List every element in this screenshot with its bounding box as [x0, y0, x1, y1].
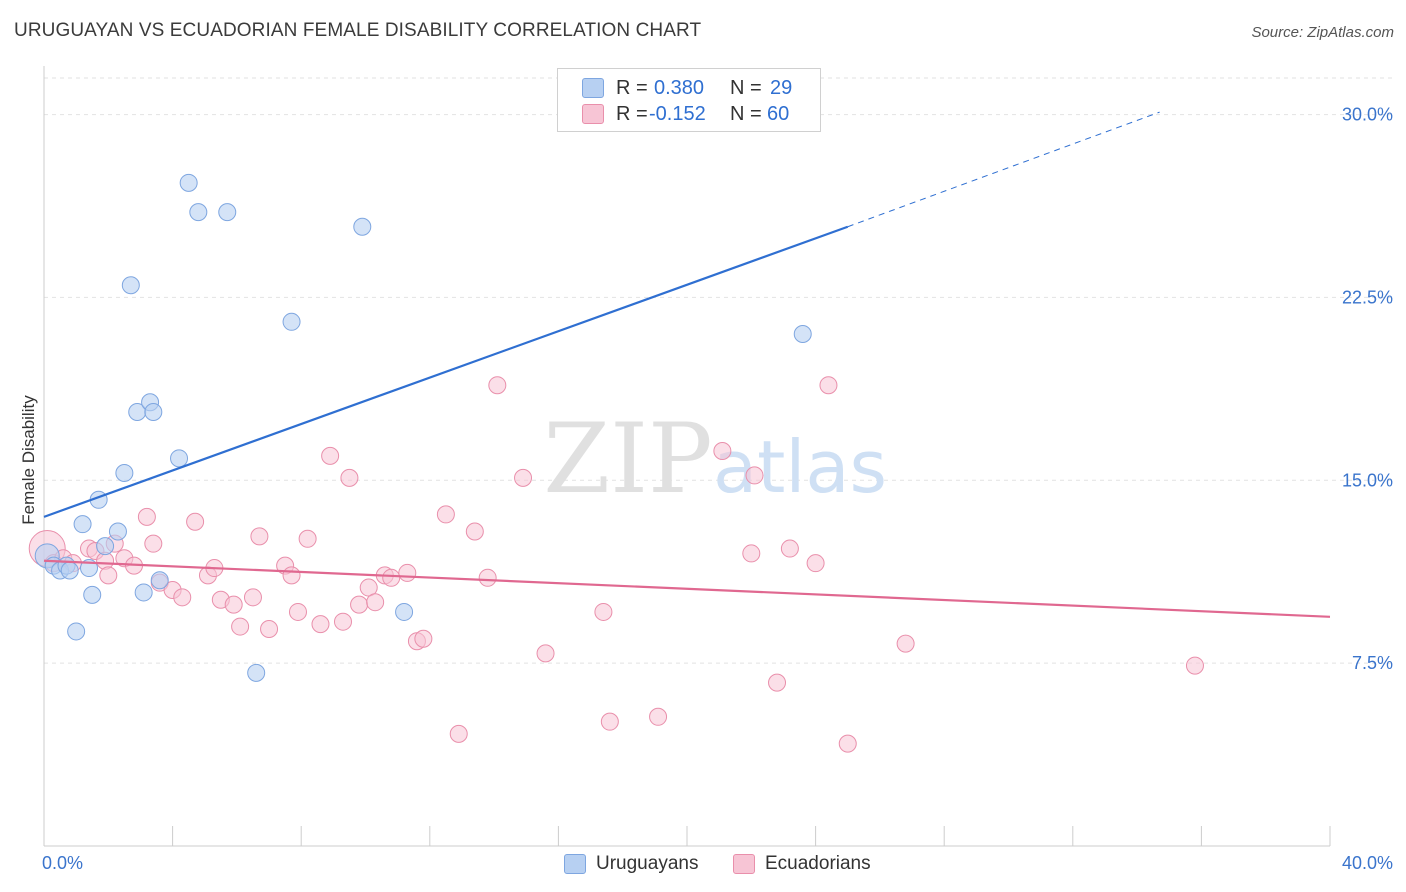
ecuadorians-point [745, 466, 764, 485]
ecuadorians-point [99, 566, 118, 585]
watermark-zip: ZIP [543, 403, 712, 515]
legend-row-uruguayans: R = 0.380 N = 29 [558, 75, 820, 101]
uruguayans-point [144, 403, 163, 422]
ecuadorians-point [713, 442, 732, 461]
uruguayans-point [108, 522, 127, 541]
uruguayans-point [115, 463, 134, 482]
ecuadorians-point [465, 522, 484, 541]
legend-n-value-uruguayans: 29 [770, 77, 793, 99]
bottom-legend-swatch-ecuadorians [733, 854, 755, 874]
uruguayans-point [134, 583, 153, 602]
ecuadorians-point [231, 617, 250, 636]
ecuadorians-point [137, 507, 156, 526]
uruguayans-point [189, 203, 208, 222]
ecuadorians-point [321, 446, 340, 465]
uruguayans-point [353, 217, 372, 236]
uruguayans-point [96, 537, 115, 556]
ecuadorians-point [594, 602, 613, 621]
chart-title: URUGUAYAN VS ECUADORIAN FEMALE DISABILIT… [14, 20, 702, 41]
legend-r-label: R = [616, 103, 648, 125]
uruguayans-point [83, 585, 102, 604]
ecuadorians-point [742, 544, 761, 563]
uruguayans-point [121, 276, 140, 295]
uruguayans-point [179, 173, 198, 192]
ecuadorians-point [1185, 656, 1204, 675]
legend-r-value-ecuadorians: -0.152 [649, 103, 706, 125]
uruguayans-point [395, 602, 414, 621]
uruguayans-point [73, 515, 92, 534]
ecuadorians-point [340, 468, 359, 487]
ecuadorians-point [436, 505, 455, 524]
ecuadorians-point [398, 563, 417, 582]
legend-r-label: R = [616, 77, 648, 99]
ecuadorians-point [311, 615, 330, 634]
ecuadorians-point [806, 554, 825, 573]
y-tick-label: 30.0% [1342, 105, 1393, 125]
ecuadorians-point [600, 712, 619, 731]
x-tick-label: 40.0% [1342, 853, 1393, 873]
uruguayans-point [170, 449, 189, 468]
gridlines [44, 77, 1392, 664]
legend-n-value-ecuadorians: 60 [767, 103, 790, 125]
watermark-atlas: atlas [713, 425, 887, 509]
chart-source: Source: ZipAtlas.com [1251, 24, 1394, 41]
x-tick-label: 0.0% [42, 853, 83, 873]
ecuadorians-point [514, 468, 533, 487]
legend-row-ecuadorians: R = -0.152 N = 60 [558, 101, 820, 127]
uruguayans-points [34, 173, 812, 682]
ecuadorians-point [488, 376, 507, 395]
ecuadorians-point [838, 734, 857, 753]
ecuadorians-trend-line [43, 559, 1331, 618]
ecuadorians-point [282, 566, 301, 585]
ecuadorians-point [224, 595, 243, 614]
ecuadorians-point [144, 534, 163, 553]
uruguayans-point [60, 561, 79, 580]
uruguayans-trend-line [43, 225, 849, 518]
ecuadorians-point [243, 588, 262, 607]
ecuadorians-point [414, 629, 433, 648]
correlation-legend: R = 0.380 N = 29 R = -0.152 N = 60 [557, 68, 821, 132]
tick-labels: 7.5% 15.0% 22.5% 30.0% 0.0% 40.0% [42, 105, 1393, 873]
uruguayans-point [218, 203, 237, 222]
uruguayans-trend-extension [847, 111, 1160, 228]
ecuadorians-point [896, 634, 915, 653]
ecuadorians-point [333, 612, 352, 631]
ecuadorians-point [173, 588, 192, 607]
trend-lines [43, 111, 1331, 618]
axes [43, 66, 1331, 847]
ecuadorians-point [768, 673, 787, 692]
legend-swatch-ecuadorians [582, 104, 604, 124]
ecuadorians-point [186, 512, 205, 531]
uruguayans-point [247, 663, 266, 682]
y-tick-label: 7.5% [1352, 653, 1393, 673]
legend-r-value-uruguayans: 0.380 [654, 77, 705, 99]
bottom-legend-label-uruguayans: Uruguayans [596, 853, 699, 874]
ecuadorians-point [536, 644, 555, 663]
ecuadorians-point [449, 724, 468, 743]
y-axis-label: Female Disability [19, 395, 38, 525]
bottom-legend-label-ecuadorians: Ecuadorians [765, 853, 871, 874]
legend-n-label: N = [730, 77, 762, 99]
ecuadorians-point [478, 568, 497, 587]
uruguayans-point [793, 325, 812, 343]
ecuadorians-point [649, 707, 668, 726]
uruguayans-point [150, 571, 169, 590]
legend-n-label: N = [730, 103, 762, 125]
ecuadorians-point [366, 593, 385, 612]
ecuadorians-point [780, 539, 799, 558]
ecuadorians-point [298, 529, 317, 548]
uruguayans-point [282, 312, 301, 331]
ecuadorians-point [819, 376, 838, 395]
ecuadorians-point [350, 595, 369, 614]
bottom-legend-swatch-uruguayans [564, 854, 586, 874]
y-tick-label: 15.0% [1342, 470, 1393, 490]
ecuadorians-point [382, 568, 401, 587]
ecuadorians-point [250, 527, 269, 546]
uruguayans-point [67, 622, 86, 641]
ecuadorians-point [288, 602, 307, 621]
ecuadorians-point [260, 620, 279, 639]
legend-swatch-uruguayans [582, 78, 604, 98]
y-tick-label: 22.5% [1342, 287, 1393, 307]
